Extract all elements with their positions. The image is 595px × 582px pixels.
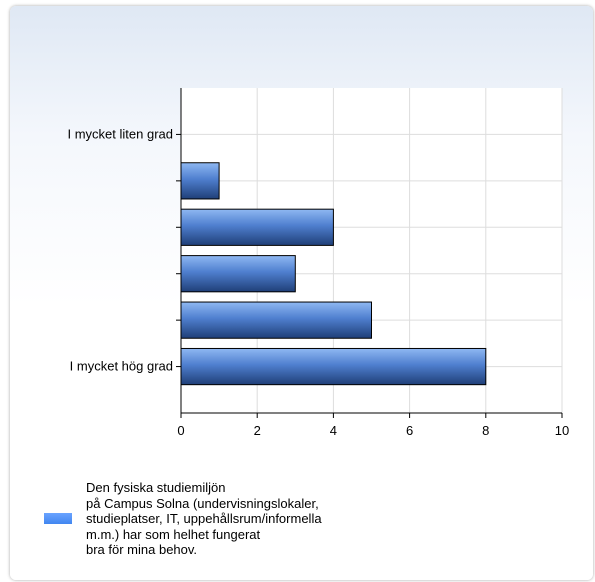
y-tick-label: I mycket liten grad <box>68 126 174 141</box>
bar-4 <box>180 301 372 339</box>
x-tick-labels: 0 2 4 6 8 10 <box>177 423 569 438</box>
bar-5 <box>180 347 487 386</box>
x-tick-label: 4 <box>330 423 337 438</box>
x-tick-label: 10 <box>555 423 569 438</box>
bar-1 <box>180 162 220 200</box>
axes <box>176 88 563 418</box>
x-tick-label: 6 <box>406 423 413 438</box>
y-tick-label: I mycket hög grad <box>70 359 173 374</box>
bars <box>180 162 487 386</box>
legend-swatch <box>44 513 72 524</box>
x-tick-label: 2 <box>254 423 261 438</box>
x-tick-label: 0 <box>177 423 184 438</box>
y-tick-labels: I mycket liten grad I mycket hög grad <box>68 126 174 373</box>
bar-3 <box>180 255 296 293</box>
legend-label: Den fysiska studiemiljön på Campus Solna… <box>86 480 322 557</box>
x-tick-label: 8 <box>482 423 489 438</box>
bar-2 <box>180 208 334 246</box>
